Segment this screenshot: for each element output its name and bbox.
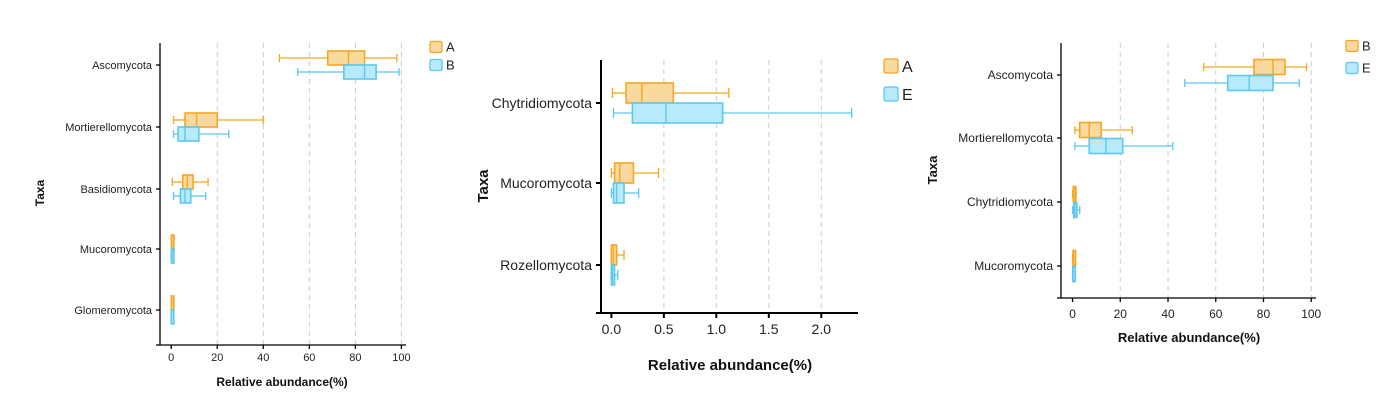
- box-e: [631, 102, 724, 124]
- x-tick-label: 60: [1209, 307, 1223, 321]
- legend-swatch-b: [429, 58, 443, 72]
- y-tick-label: Mortierellomycota: [65, 122, 153, 134]
- legend-label: B: [446, 58, 455, 73]
- x-tick-label: 0: [1069, 307, 1076, 321]
- y-tick-label: Chytridiomycota: [967, 195, 1053, 209]
- y-tick-label: Mortierellomycota: [958, 131, 1053, 145]
- legend-swatch-a: [429, 40, 443, 54]
- y-axis-title: Taxa: [925, 155, 940, 184]
- x-tick-label: 100: [1301, 307, 1321, 321]
- y-tick-label: Mucoromycota: [500, 175, 592, 191]
- x-tick-label: 100: [392, 352, 410, 364]
- y-tick-label: Ascomycota: [92, 60, 153, 72]
- y-tick-label: Basidiomycota: [80, 184, 152, 196]
- x-tick-label: 2.0: [812, 321, 832, 337]
- box-a: [613, 162, 635, 184]
- y-tick-label: Mucoromycota: [974, 259, 1053, 273]
- x-tick-label: 0: [168, 352, 174, 364]
- y-tick-label: Ascomycota: [988, 68, 1054, 82]
- y-tick-label: Mucoromycota: [80, 244, 153, 256]
- legend-label: E: [1362, 61, 1371, 76]
- x-tick-label: 0.5: [654, 321, 674, 337]
- x-tick-label: 1.5: [759, 321, 779, 337]
- legend-label: A: [446, 40, 455, 55]
- x-tick-label: 80: [1257, 307, 1271, 321]
- y-tick-label: Glomeromycota: [74, 305, 153, 317]
- x-axis-title: Relative abundance(%): [216, 375, 347, 389]
- legend-swatch-e: [1345, 61, 1359, 75]
- x-tick-label: 60: [303, 352, 315, 364]
- x-tick-label: 40: [257, 352, 269, 364]
- x-tick-label: 20: [1114, 307, 1128, 321]
- y-axis-title: Taxa: [475, 169, 492, 203]
- x-tick-label: 20: [211, 352, 223, 364]
- legend-label: A: [902, 59, 913, 76]
- box-a: [326, 50, 366, 66]
- y-axis-title: Taxa: [33, 179, 47, 206]
- legend-label: E: [902, 87, 913, 104]
- legend-swatch-b: [1345, 39, 1359, 53]
- legend-swatch-a: [883, 58, 899, 74]
- x-axis-title: Relative abundance(%): [648, 357, 812, 374]
- box-e: [1226, 74, 1274, 92]
- box-b: [1253, 58, 1286, 76]
- x-axis-title: Relative abundance(%): [1118, 330, 1260, 345]
- box-e: [612, 182, 625, 204]
- x-tick-label: 80: [349, 352, 361, 364]
- x-tick-label: 1.0: [707, 321, 727, 337]
- legend-swatch-e: [883, 86, 899, 102]
- x-tick-label: 0.0: [602, 321, 622, 337]
- box-a: [184, 112, 219, 128]
- y-tick-label: Rozellomycota: [500, 257, 592, 273]
- box-b: [343, 64, 377, 80]
- legend-label: B: [1362, 39, 1371, 54]
- box-b: [1078, 121, 1102, 139]
- y-tick-label: Chytridiomycota: [492, 95, 593, 111]
- box-b: [177, 126, 200, 142]
- box-a: [625, 82, 675, 104]
- x-tick-label: 40: [1161, 307, 1175, 321]
